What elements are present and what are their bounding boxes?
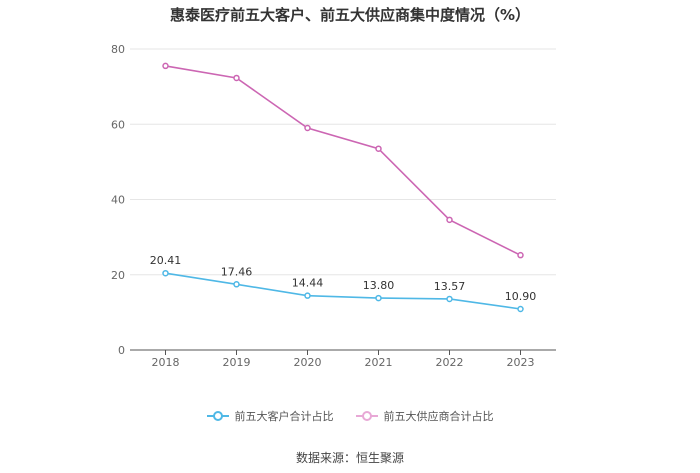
data-point (517, 305, 524, 313)
y-tick-label: 80 (111, 43, 125, 56)
y-tick-label: 0 (118, 344, 125, 357)
x-tick-label: 2019 (223, 356, 251, 369)
chart-title: 惠泰医疗前五大客户、前五大供应商集中度情况（%） (169, 6, 531, 24)
legend-item-customers[interactable]: 前五大客户合计占比 (206, 408, 334, 424)
data-point (162, 62, 169, 70)
legend-customers-marker-icon (206, 410, 229, 422)
x-tick-label: 2023 (507, 356, 535, 369)
data-label: 14.44 (292, 277, 324, 290)
data-point (517, 251, 524, 259)
legend-label-customers: 前五大客户合计占比 (234, 410, 334, 423)
legend-label-suppliers: 前五大供应商合计占比 (383, 410, 494, 423)
legend-item-suppliers[interactable]: 前五大供应商合计占比 (355, 408, 494, 424)
legend: 前五大客户合计占比 前五大供应商合计占比 (0, 408, 700, 424)
data-label: 20.41 (150, 254, 182, 267)
x-tick-label: 2022 (436, 356, 464, 369)
y-tick-label: 40 (111, 194, 125, 207)
data-point (375, 145, 382, 152)
data-label: 13.80 (363, 279, 395, 292)
data-point (233, 74, 240, 82)
y-tick-label: 60 (111, 118, 125, 131)
data-point (375, 294, 382, 302)
data-label: 17.46 (221, 265, 253, 278)
x-tick-label: 2018 (152, 356, 180, 369)
data-point (162, 269, 169, 277)
line-chart: 0 20 40 60 80 2018 2019 2020 2021 2022 2023 20.41 17… (111, 43, 556, 369)
x-tick-label: 2021 (365, 356, 393, 369)
data-point (304, 124, 311, 132)
data-source: 数据来源：恒生聚源 (295, 451, 404, 465)
data-label: 13.57 (434, 280, 466, 293)
data-point (304, 292, 311, 299)
series-line-1 (165, 65, 521, 256)
data-point (233, 281, 240, 288)
legend-suppliers-marker-icon (355, 410, 378, 422)
data-point (446, 216, 453, 224)
series-line-0 (165, 272, 521, 310)
y-tick-label: 20 (111, 269, 125, 282)
data-point (446, 295, 453, 303)
x-tick-label: 2020 (294, 356, 322, 369)
data-label: 10.90 (505, 290, 537, 303)
